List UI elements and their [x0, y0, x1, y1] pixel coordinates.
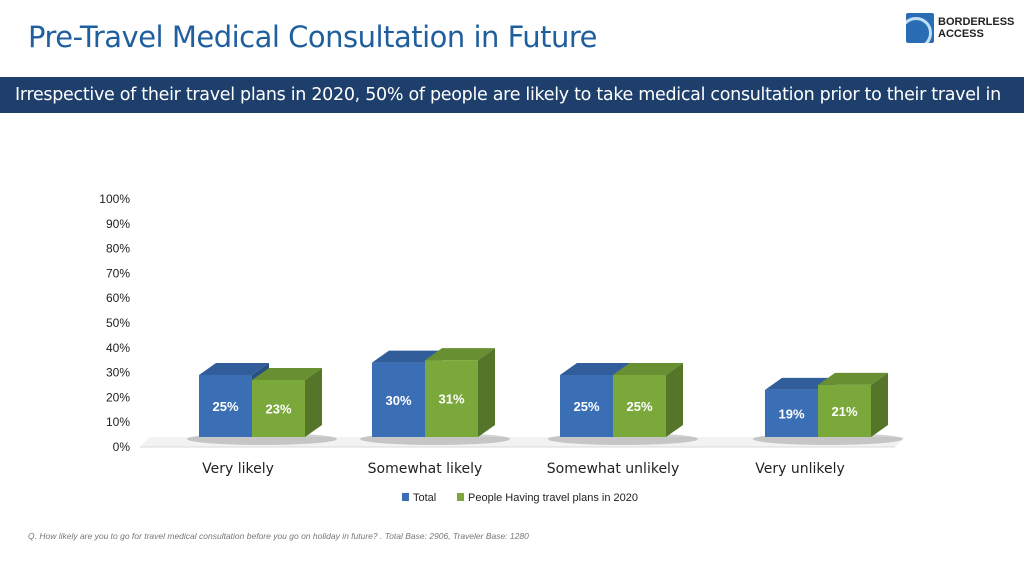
y-tick-label: 100% [99, 192, 130, 206]
y-tick-label: 30% [106, 366, 130, 380]
y-tick-label: 10% [106, 415, 130, 429]
y-tick-label: 90% [106, 217, 130, 231]
data-label: 30% [385, 393, 411, 408]
bar-travel-plans [252, 379, 305, 437]
bar-travel-plans [818, 384, 871, 437]
x-tick-label: Somewhat unlikely [547, 461, 679, 477]
y-tick-label: 70% [106, 266, 130, 280]
bar-top [425, 348, 495, 361]
bar-top [818, 372, 888, 385]
data-label: 25% [626, 399, 652, 414]
data-label: 19% [778, 406, 804, 421]
borderless-access-logo: BORDERLESS ACCESS [906, 13, 1014, 43]
y-tick-label: 80% [106, 242, 130, 256]
chart-floor [140, 437, 905, 447]
bar-top [765, 377, 835, 390]
bar-travel-plans [425, 360, 478, 437]
bar-top [372, 350, 442, 363]
bar-top [560, 363, 630, 375]
y-tick-label: 20% [106, 390, 130, 404]
legend-swatch [457, 493, 464, 501]
bar-total [765, 389, 818, 437]
legend-swatch [402, 493, 409, 501]
bar-side [478, 348, 495, 437]
bar-total [560, 375, 613, 437]
footnote: Q. How likely are you to go for travel m… [28, 531, 529, 541]
headline-banner: Irrespective of their travel plans in 20… [0, 77, 1024, 141]
bar-total [199, 375, 252, 437]
data-label: 21% [831, 404, 857, 419]
logo-mark-icon [906, 13, 934, 43]
bar-side [871, 372, 888, 437]
y-tick-label: 60% [106, 291, 130, 305]
y-tick-label: 0% [113, 440, 131, 454]
bar-top [613, 363, 683, 375]
y-tick-label: 50% [106, 316, 130, 330]
bar-top [252, 367, 322, 380]
x-tick-label: Very likely [202, 461, 274, 477]
x-tick-label: Somewhat likely [368, 461, 483, 477]
x-tick-label: Very unlikely [755, 461, 845, 477]
legend-label: People Having travel plans in 2020 [468, 492, 638, 504]
data-label: 25% [573, 399, 599, 414]
data-label: 31% [438, 392, 464, 407]
bar-side [305, 367, 322, 437]
y-tick-label: 40% [106, 341, 130, 355]
bar-travel-plans [613, 375, 666, 437]
bar-total [372, 362, 425, 437]
data-label: 23% [265, 401, 291, 416]
bar-side [666, 363, 683, 437]
legend-label: Total [413, 492, 436, 504]
data-label: 25% [212, 399, 238, 414]
page-title: Pre-Travel Medical Consultation in Futur… [28, 20, 598, 54]
bar-top [199, 363, 269, 375]
logo-text: BORDERLESS ACCESS [938, 16, 1015, 40]
